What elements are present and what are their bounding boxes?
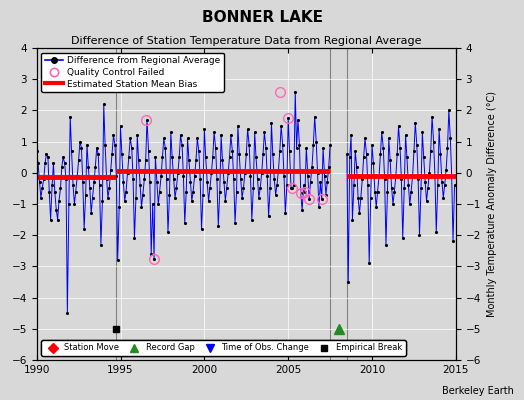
Title: Difference of Station Temperature Data from Regional Average: Difference of Station Temperature Data f… [71,36,421,46]
Y-axis label: Monthly Temperature Anomaly Difference (°C): Monthly Temperature Anomaly Difference (… [486,91,497,317]
Legend: Station Move, Record Gap, Time of Obs. Change, Empirical Break: Station Move, Record Gap, Time of Obs. C… [41,340,406,356]
Text: BONNER LAKE: BONNER LAKE [202,10,322,25]
Text: Berkeley Earth: Berkeley Earth [442,386,514,396]
